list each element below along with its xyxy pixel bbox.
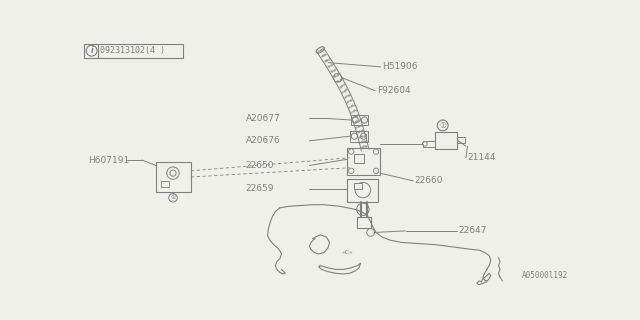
Circle shape bbox=[367, 228, 374, 236]
Circle shape bbox=[352, 117, 358, 123]
Text: F92604: F92604 bbox=[377, 86, 410, 95]
Circle shape bbox=[362, 117, 367, 123]
Text: 22650: 22650 bbox=[246, 161, 275, 170]
Bar bbox=[161, 181, 169, 187]
Bar bbox=[422, 141, 435, 147]
Circle shape bbox=[373, 149, 379, 154]
Bar bbox=[458, 137, 465, 143]
Text: 22647: 22647 bbox=[458, 227, 486, 236]
Circle shape bbox=[170, 170, 176, 176]
Circle shape bbox=[167, 167, 179, 179]
Ellipse shape bbox=[316, 47, 324, 53]
Circle shape bbox=[360, 133, 367, 139]
Text: A05000l192: A05000l192 bbox=[522, 271, 568, 280]
Bar bbox=[358, 217, 371, 228]
Circle shape bbox=[437, 120, 448, 131]
Bar bbox=[348, 148, 380, 175]
Bar bbox=[348, 179, 378, 202]
Bar bbox=[351, 116, 368, 124]
Circle shape bbox=[373, 168, 379, 173]
Text: 22659: 22659 bbox=[246, 184, 275, 193]
Circle shape bbox=[422, 141, 428, 146]
Circle shape bbox=[351, 133, 358, 139]
Text: 092313102(4 ): 092313102(4 ) bbox=[100, 46, 165, 55]
Bar bbox=[349, 131, 368, 141]
Text: A20676: A20676 bbox=[246, 136, 280, 145]
Text: 22660: 22660 bbox=[415, 176, 444, 185]
Circle shape bbox=[349, 149, 354, 154]
Circle shape bbox=[169, 194, 177, 202]
Circle shape bbox=[349, 168, 354, 173]
Text: A20677: A20677 bbox=[246, 114, 280, 123]
Bar bbox=[435, 132, 457, 149]
Circle shape bbox=[86, 45, 97, 56]
Bar bbox=[355, 183, 362, 189]
Text: 21144: 21144 bbox=[467, 153, 496, 162]
Bar bbox=[355, 154, 364, 163]
Circle shape bbox=[356, 203, 369, 215]
Text: «C»: «C» bbox=[342, 250, 353, 255]
Bar bbox=[156, 162, 191, 192]
Text: i: i bbox=[90, 46, 93, 55]
Circle shape bbox=[355, 182, 371, 198]
Text: ①: ① bbox=[170, 195, 176, 200]
Bar bbox=[84, 44, 183, 58]
Text: H607191: H607191 bbox=[88, 156, 129, 164]
Text: ①: ① bbox=[439, 121, 446, 130]
Text: H51906: H51906 bbox=[382, 62, 418, 71]
